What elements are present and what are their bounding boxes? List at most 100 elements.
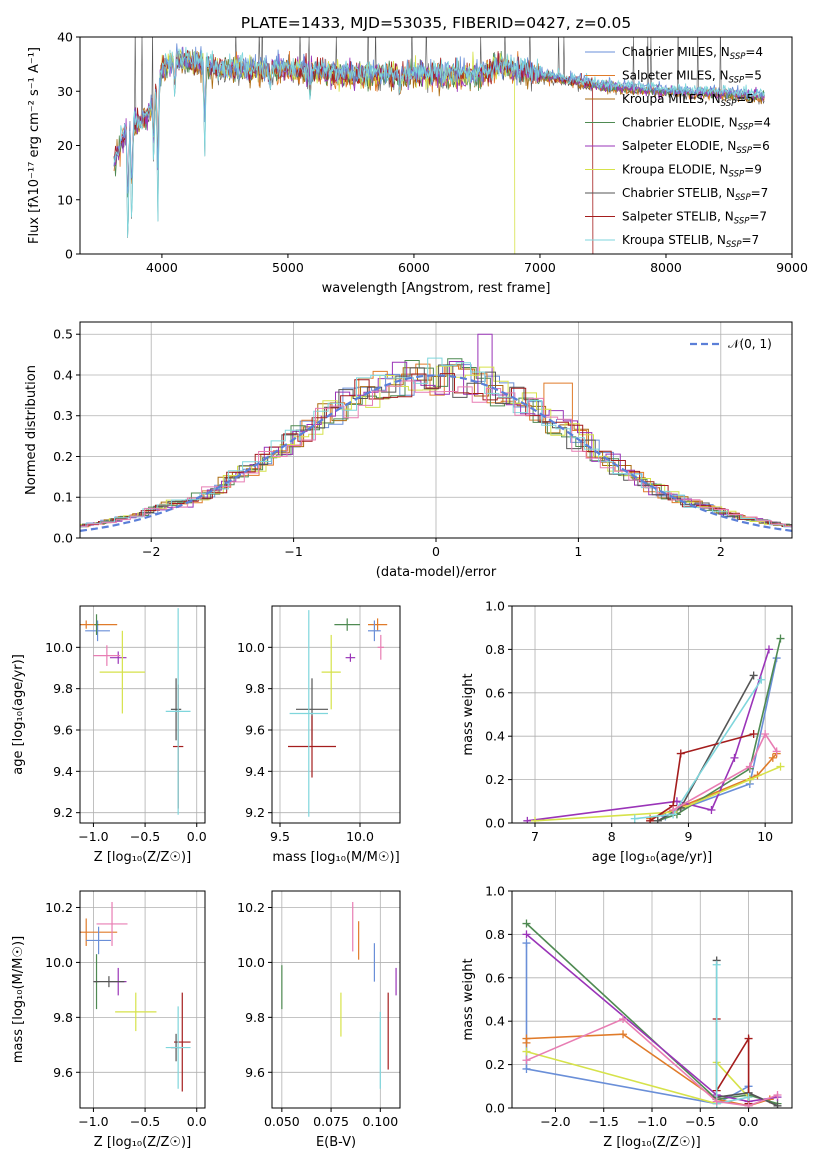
- weight_vs_z-series-chabrier_stelib: [715, 960, 778, 1107]
- weight_vs_age-ytick-label: 0.8: [485, 642, 505, 657]
- weight_vs_age-xtick-label: 7: [531, 829, 539, 844]
- residuals-legend-label: 𝒩(0, 1): [728, 337, 772, 351]
- weight_vs_z-marker-pink: [773, 1090, 782, 1099]
- spectrum-xtick-label: 5000: [272, 260, 304, 275]
- age_vs_mass-ytick-label: 9.8: [245, 681, 265, 696]
- age_vs_mass-ytick-label: 10.0: [237, 640, 265, 655]
- weight_vs_age-marker-salpeter_elodie: [730, 753, 739, 762]
- residuals-xtick-label: −1: [284, 544, 302, 559]
- weight_vs_z-series-kroupa_elodie: [526, 1050, 750, 1105]
- weight_vs_age-series-chabrier_elodie: [657, 638, 782, 822]
- spectrum-legend-entry: Chabrier ELODIE, NSSP=4: [622, 116, 771, 133]
- mass_vs_z-xtick-label: −1.0: [78, 1114, 108, 1129]
- weight_vs_z-xtick-label: −1.0: [637, 1114, 667, 1129]
- weight_vs_age-series-kroupa_elodie: [534, 765, 781, 822]
- weight_vs_age-ytick-label: 0.0: [485, 816, 505, 831]
- age_vs_z-xlabel: Z [log₁₀(Z/Z☉)]: [94, 850, 191, 865]
- spectrum-xtick-label: 6000: [398, 260, 430, 275]
- mass_vs_z-xlabel: Z [log₁₀(Z/Z☉)]: [94, 1135, 191, 1150]
- mass_vs_ebv-ytick-label: 10.0: [237, 955, 265, 970]
- weight_vs_age-marker-kroupa_stelib: [630, 814, 639, 823]
- weight_vs_age-xlabel: age [log₁₀(age/yr)]: [592, 850, 713, 865]
- mass_vs_ebv-xtick-label: 0.075: [313, 1114, 349, 1129]
- residuals-ytick-label: 0.0: [53, 531, 73, 546]
- age_vs_mass-xlabel: mass [log₁₀(M/M☉)]: [272, 850, 399, 865]
- weight_vs_z-series-chabrier_miles: [525, 943, 750, 1105]
- weight_vs_z-xtick-label: −2.0: [540, 1114, 570, 1129]
- weight_vs_age-marker-chabrier_elodie: [776, 634, 785, 643]
- weight_vs_z-ytick-label: 0.8: [485, 927, 505, 942]
- spectrum-series-kroupa_stelib: [113, 46, 765, 238]
- weight_vs_age-marker-chabrier_stelib: [749, 671, 758, 680]
- spectrum-ytick-label: 40: [57, 30, 73, 45]
- weight_vs_z-marker-pink: [712, 1097, 721, 1106]
- age_vs_mass-xtick-label: 9.5: [270, 829, 290, 844]
- spectrum-legend-entry: Kroupa MILES, NSSP=5: [622, 92, 754, 109]
- residuals-histogram-chabrier_stelib: [80, 364, 792, 528]
- mass_vs_ebv-xtick-label: 0.050: [264, 1114, 300, 1129]
- residuals-ytick-label: 0.3: [53, 408, 73, 423]
- mass_vs_ebv-frame: [271, 890, 401, 1109]
- age_vs_z-ytick-label: 9.4: [53, 764, 73, 779]
- weight_vs_z-xtick-label: −1.5: [589, 1114, 619, 1129]
- weight_vs_z-marker-salpeter_elodie: [522, 930, 531, 939]
- mass_vs_ebv-xlabel: E(B-V): [316, 1135, 356, 1150]
- residuals-xlabel: (data-model)/error: [376, 565, 497, 580]
- age_vs_mass-ytick-label: 9.2: [245, 805, 265, 820]
- age_vs_z-ytick-label: 10.0: [45, 640, 73, 655]
- mass_vs_z-ytick-label: 9.8: [53, 1010, 73, 1025]
- weight_vs_age-marker-kroupa_elodie: [745, 775, 754, 784]
- weight_vs_z-marker-pink: [744, 1101, 753, 1108]
- weight_vs_age-xtick-label: 10: [757, 829, 773, 844]
- weight_vs_z-marker-salpeter_miles: [619, 1030, 628, 1039]
- weight_vs_age-ylabel: mass weight: [461, 673, 476, 755]
- weight_vs_age-marker-salpeter_stelib: [676, 749, 685, 758]
- residuals-xtick-label: 2: [717, 544, 725, 559]
- weight_vs_age-marker-pink: [745, 762, 754, 771]
- mass_vs_z-frame: [79, 890, 206, 1109]
- residuals-normal-curve: [80, 374, 792, 532]
- age_vs_mass-ytick-label: 9.4: [245, 764, 265, 779]
- spectrum-xtick-label: 7000: [524, 260, 556, 275]
- weight_vs_z-ytick-label: 1.0: [485, 884, 505, 899]
- weight_vs_age-marker-kroupa_stelib: [757, 675, 766, 684]
- spectrum-ytick-label: 0: [65, 247, 73, 262]
- weight_vs_age-xtick-label: 8: [608, 829, 616, 844]
- mass_vs_z-ytick-label: 10.2: [45, 900, 73, 915]
- weight_vs_z-marker-kroupa_elodie: [522, 1047, 531, 1056]
- weight_vs_z-marker-chabrier_stelib: [773, 1101, 782, 1108]
- weight_vs_z-marker-pink: [522, 1056, 531, 1065]
- weight_vs_age-marker-salpeter_stelib: [646, 816, 655, 823]
- weight_vs_z-marker-salpeter_miles: [522, 1034, 531, 1043]
- spectrum-ytick-label: 20: [57, 138, 73, 153]
- spectrum-title: PLATE=1433, MJD=53035, FIBERID=0427, z=0…: [241, 14, 631, 32]
- spectrum-legend-entry: Chabrier STELIB, NSSP=7: [622, 186, 768, 203]
- residuals-frame: [79, 321, 793, 539]
- spectrum-xlabel: wavelength [Angstrom, rest frame]: [322, 281, 551, 296]
- weight_vs_z-ytick-label: 0.0: [485, 1101, 505, 1116]
- weight_vs_age-ytick-label: 0.2: [485, 772, 505, 787]
- weight_vs_age-marker-pink: [761, 730, 770, 739]
- mass_vs_z-ylabel: mass [log₁₀(M/M☉)]: [11, 936, 26, 1063]
- weight_vs_age-series-salpeter_elodie: [527, 649, 770, 822]
- age_vs_z-xtick-label: 0.0: [187, 829, 207, 844]
- weight_vs_age-marker-salpeter_miles: [768, 753, 777, 762]
- residuals-ytick-label: 0.4: [53, 367, 73, 382]
- spectrum-xtick-label: 9000: [776, 260, 808, 275]
- spectrum-frame: [79, 36, 793, 255]
- mass_vs_z-xtick-label: −0.5: [130, 1114, 160, 1129]
- age_vs_z-ytick-label: 9.6: [53, 723, 73, 738]
- weight_vs_age-frame: [511, 605, 793, 824]
- spectrum-legend-entry: Salpeter ELODIE, NSSP=6: [622, 139, 770, 156]
- weight_vs_age-ytick-label: 0.6: [485, 685, 505, 700]
- spectrum-legend-entry: Salpeter MILES, NSSP=5: [622, 69, 762, 86]
- residuals-ylabel: Normed distribution: [24, 365, 39, 495]
- mass_vs_z-ytick-label: 9.6: [53, 1065, 73, 1080]
- age_vs_mass-ytick-label: 9.6: [245, 723, 265, 738]
- residuals-xtick-label: 1: [574, 544, 582, 559]
- spectrum-ylabel: Flux [fλ10⁻¹⁷ erg cm⁻² s⁻¹ A⁻¹]: [27, 47, 42, 244]
- spectrum-ytick-label: 10: [57, 192, 73, 207]
- residuals-histogram-salpeter_stelib: [80, 373, 792, 527]
- weight_vs_age-marker-salpeter_stelib: [749, 730, 758, 739]
